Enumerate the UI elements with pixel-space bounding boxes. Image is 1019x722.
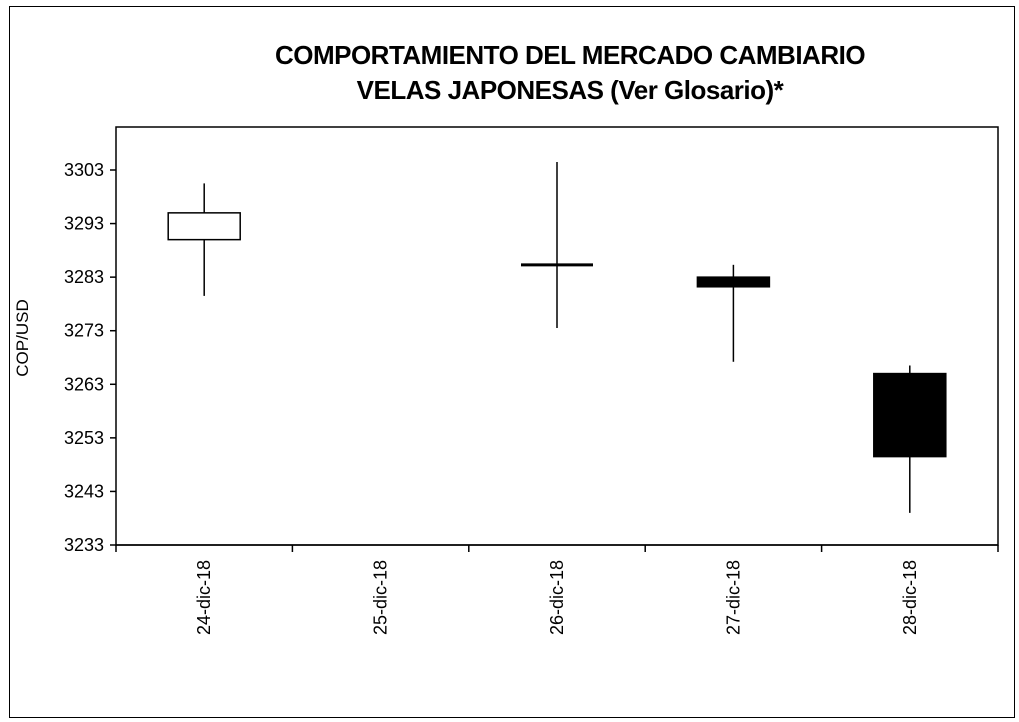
y-tick-label: 3293 [64,214,104,234]
candle-body-down [696,276,771,288]
y-tick-label: 3233 [64,535,104,555]
chart-frame [9,6,1015,718]
y-tick-label: 3243 [64,481,104,501]
x-tick-label: 27-dic-18 [723,560,743,635]
y-tick-label: 3303 [64,160,104,180]
y-tick-label: 3273 [64,321,104,341]
candle-27-dic-18 [696,264,771,362]
chart-title-line-2: VELAS JAPONESAS (Ver Glosario)* [356,75,784,105]
chart-title-line-1: COMPORTAMIENTO DEL MERCADO CAMBIARIO [274,40,866,70]
y-tick-label: 3253 [64,428,104,448]
candle-24-dic-18 [167,183,241,296]
x-tick-label: 28-dic-18 [900,560,920,635]
y-axis-label: COP/USD [13,299,32,376]
x-tick-label: 24-dic-18 [194,560,214,635]
candles [167,161,947,513]
candle-28-dic-18 [873,365,947,513]
x-tick-label: 25-dic-18 [371,560,391,635]
candle-26-dic-18 [521,161,593,329]
y-tick-label: 3263 [64,374,104,394]
y-axis: 3303 3293 3283 3273 3263 3253 3243 3233 [64,160,116,555]
candle-body-up [167,212,241,241]
x-tick-label: 26-dic-18 [547,560,567,635]
x-axis: 24-dic-18 25-dic-18 26-dic-18 27-dic-18 28-d… [115,545,999,635]
candle-body-down [873,372,947,458]
y-tick-label: 3283 [64,267,104,287]
